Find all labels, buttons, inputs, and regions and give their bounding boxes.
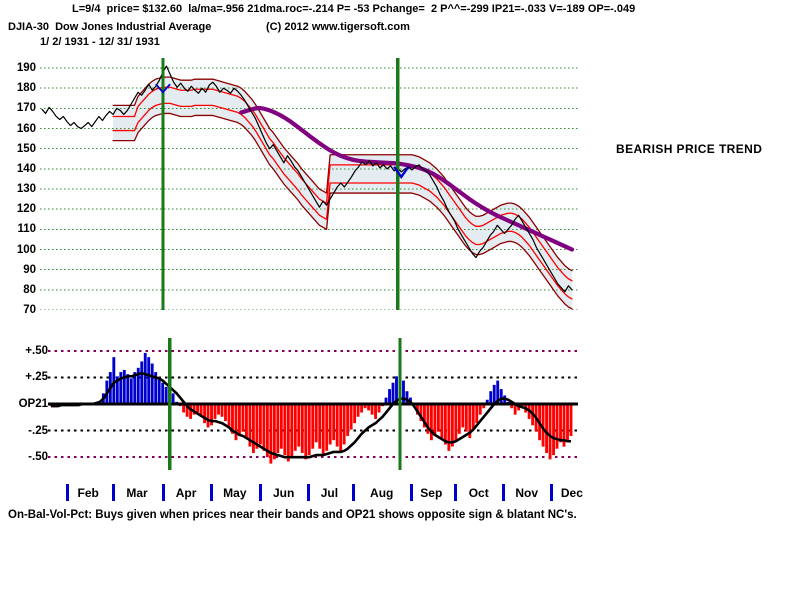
date-range: 1/ 2/ 1931 - 12/ 31/ 1931	[40, 36, 160, 48]
price-y-tick: 170	[16, 102, 36, 115]
price-y-tick: 140	[16, 162, 36, 175]
month-label-sep: Sep	[420, 486, 443, 500]
price-y-tick: 90	[23, 263, 36, 276]
op21-indicator-svg	[48, 338, 578, 470]
month-axis: Feb Mar Apr May Jun Jul Aug Sep Oct Nov Dec	[40, 484, 585, 506]
op21-y-tick: -.25	[28, 424, 48, 437]
price-y-tick: 150	[16, 142, 36, 155]
month-tick	[410, 484, 414, 501]
stats-line: L=9/4 price= $132.60 la/ma=.956 21dma.ro…	[72, 3, 636, 15]
price-y-axis: 190 180 170 160 150 140 130 120 110 100 90 80 70	[0, 58, 36, 315]
month-tick	[351, 484, 355, 501]
month-label-nov: Nov	[515, 486, 538, 500]
month-tick	[549, 484, 553, 501]
op21-y-axis: +.50 +.25 OP21 -.25 -.50	[0, 338, 48, 470]
price-y-tick: 100	[16, 243, 36, 256]
price-y-tick: 110	[17, 223, 36, 236]
month-label-jun: Jun	[272, 486, 295, 500]
op21-indicator-panel[interactable]	[48, 338, 578, 470]
month-label-may: May	[223, 486, 247, 500]
price-y-tick: 130	[16, 183, 36, 196]
month-label-apr: Apr	[175, 486, 197, 500]
op21-y-tick: +.25	[25, 371, 48, 384]
month-label-aug: Aug	[370, 486, 394, 500]
price-chart-panel[interactable]	[40, 58, 578, 310]
symbol-title: DJIA-30 Dow Jones Industrial Average	[8, 21, 212, 33]
op21-y-tick: -.50	[28, 451, 48, 464]
footer-caption: On-Bal-Vol-Pct: Buys given when prices n…	[8, 509, 577, 521]
price-y-tick: 80	[23, 283, 36, 296]
op21-y-tick: +.50	[25, 344, 48, 357]
month-tick	[210, 484, 214, 501]
month-label-feb: Feb	[77, 486, 99, 500]
month-tick	[161, 484, 165, 501]
month-tick	[112, 484, 116, 501]
price-y-tick: 190	[16, 62, 36, 75]
month-tick	[307, 484, 311, 501]
op21-y-tick: OP21	[18, 398, 48, 410]
trend-label: BEARISH PRICE TREND	[616, 142, 763, 156]
month-tick	[454, 484, 458, 501]
price-chart-svg	[40, 58, 578, 310]
price-y-tick: 160	[16, 122, 36, 135]
price-y-tick: 180	[16, 82, 36, 95]
month-tick	[259, 484, 263, 501]
month-label-oct: Oct	[468, 486, 489, 500]
copyright-notice: (C) 2012 www.tigersoft.com	[266, 21, 410, 33]
price-y-tick: 120	[16, 203, 36, 216]
month-label-jul: Jul	[320, 486, 339, 500]
price-y-tick: 70	[23, 304, 36, 316]
month-tick	[65, 484, 69, 501]
month-label-dec: Dec	[560, 486, 583, 500]
month-label-mar: Mar	[126, 486, 148, 500]
month-tick	[502, 484, 506, 501]
